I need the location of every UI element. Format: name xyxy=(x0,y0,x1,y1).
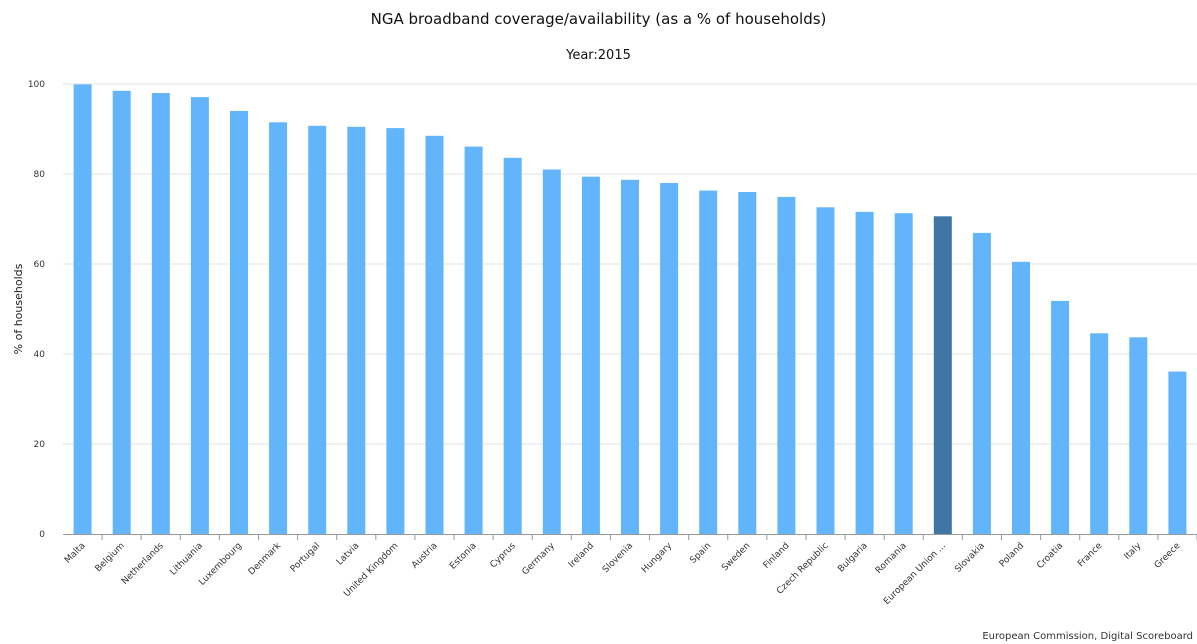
x-tick-label: Latvia xyxy=(335,541,361,567)
bar-hungary[interactable] xyxy=(660,183,679,534)
bar-ireland[interactable] xyxy=(581,176,600,534)
bar-portugal[interactable] xyxy=(308,125,327,535)
chart-credit: European Commission, Digital Scoreboard xyxy=(982,631,1193,642)
bar-czech-republic[interactable] xyxy=(816,207,835,535)
bar-netherlands[interactable] xyxy=(151,93,170,534)
bars xyxy=(73,84,1187,535)
bar-slovenia[interactable] xyxy=(621,179,639,535)
x-tick-label: Bulgaria xyxy=(836,541,869,574)
bar-malta[interactable] xyxy=(73,84,92,535)
y-tick-label: 60 xyxy=(34,260,46,270)
x-tick-label: Estonia xyxy=(448,541,479,572)
y-axis-title: % of households xyxy=(12,263,25,354)
chart-subtitle: Year:2015 xyxy=(566,48,631,63)
x-tick-label: Greece xyxy=(1153,541,1183,571)
bar-estonia[interactable] xyxy=(464,146,483,534)
x-tick-label: Spain xyxy=(688,541,713,566)
bar-lithuania[interactable] xyxy=(190,97,209,534)
bar-finland[interactable] xyxy=(777,196,796,534)
bar-cyprus[interactable] xyxy=(503,157,522,535)
x-tick-label: Croatia xyxy=(1035,541,1065,571)
bar-poland[interactable] xyxy=(1012,261,1030,535)
x-tick-label: France xyxy=(1076,541,1105,570)
bar-united-kingdom[interactable] xyxy=(386,128,405,534)
bar-greece[interactable] xyxy=(1168,371,1187,534)
x-tick-label: Belgium xyxy=(94,541,127,574)
y-tick-label: 80 xyxy=(34,170,46,180)
x-tick-label: Sweden xyxy=(720,541,752,573)
bar-european-union[interactable] xyxy=(933,216,952,535)
x-tick-label: Germany xyxy=(521,541,558,578)
bar-denmark[interactable] xyxy=(269,122,288,535)
bar-bulgaria[interactable] xyxy=(855,211,874,535)
x-tick-label: Denmark xyxy=(247,540,284,577)
bar-france[interactable] xyxy=(1090,333,1109,534)
x-tick-label: Netherlands xyxy=(120,541,166,587)
x-tick-label: Malta xyxy=(63,541,88,566)
x-tick-label: Italy xyxy=(1123,541,1144,562)
y-tick-label: 0 xyxy=(39,530,45,540)
bar-latvia[interactable] xyxy=(347,126,366,535)
y-tick-label: 20 xyxy=(34,440,46,450)
x-tick-label: Slovakia xyxy=(953,541,987,575)
y-tick-label: 100 xyxy=(28,80,45,90)
x-tick-label: Ireland xyxy=(567,541,596,570)
bar-romania[interactable] xyxy=(894,213,913,534)
x-tick-label: Slovenia xyxy=(601,541,635,575)
chart-title: NGA broadband coverage/availability (as … xyxy=(370,10,827,28)
y-tick-label: 40 xyxy=(34,350,46,360)
bar-croatia[interactable] xyxy=(1051,300,1070,534)
bar-luxembourg[interactable] xyxy=(230,111,248,534)
bar-sweden[interactable] xyxy=(738,192,757,534)
x-tick-label: Finland xyxy=(762,541,792,571)
x-tick-label: Romania xyxy=(874,541,909,576)
x-tick-label: Poland xyxy=(998,541,1026,569)
bar-belgium[interactable] xyxy=(112,90,131,535)
bar-italy[interactable] xyxy=(1129,337,1148,534)
bar-spain[interactable] xyxy=(699,190,718,534)
bar-austria[interactable] xyxy=(425,135,444,535)
x-tick-label: Portugal xyxy=(289,541,322,574)
x-tick-label: Hungary xyxy=(640,541,675,576)
x-tick-label: Cyprus xyxy=(489,541,519,571)
x-tick-label: Austria xyxy=(410,541,440,571)
bar-germany[interactable] xyxy=(542,169,561,535)
x-tick-label: Lithuania xyxy=(168,541,205,578)
bar-slovakia[interactable] xyxy=(972,232,991,534)
